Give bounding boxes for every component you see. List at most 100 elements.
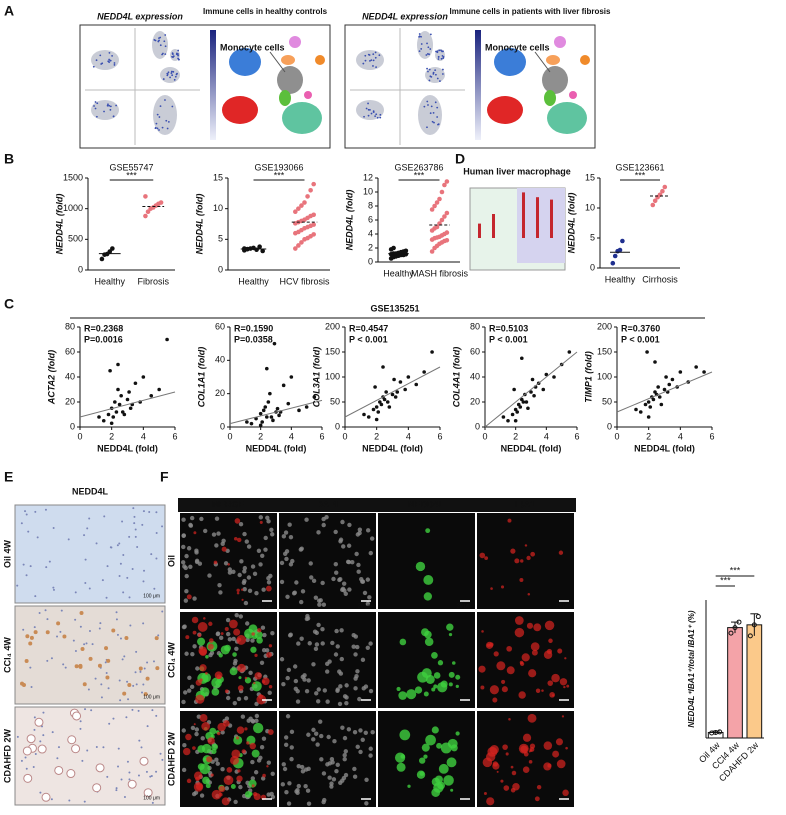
nucleus [67,538,70,541]
nucleus [260,625,266,630]
umap-cell [103,110,105,113]
nucleus [181,699,186,705]
nucleus [238,614,244,619]
umap-cell [167,120,170,123]
umap-cell [163,40,166,43]
point [382,397,387,402]
nucleus [115,618,118,621]
signal [259,520,263,524]
nucleus [108,722,111,725]
point [114,410,119,414]
signal [211,688,220,696]
signal [443,775,454,786]
signal [414,686,423,694]
nucleus [221,538,226,544]
umap-cell [362,62,365,65]
point [381,365,385,369]
point [127,390,131,394]
umap-cell [434,101,437,104]
nucleus [305,788,311,793]
significance: *** [730,565,741,575]
signal [199,763,211,775]
umap-cell [440,57,443,60]
signal [506,666,515,675]
x-tick-label: MASH fibrosis [411,268,469,278]
umap-cell [177,54,179,57]
nucleus [339,656,344,662]
y-tick-label: 80 [470,321,480,331]
umap-subtitle: Immune cells in patients with liver fibr… [450,7,611,16]
nucleus [332,738,337,744]
nucleus [57,746,60,749]
nucleus [22,628,25,631]
nucleus [286,667,292,673]
umap-cluster [282,102,322,134]
point [398,380,403,384]
stain [79,610,84,615]
nucleus [321,799,326,805]
nucleus [360,579,366,584]
nucleus [331,576,336,582]
umap-cluster [494,48,526,76]
signal [220,632,224,635]
umap-cell [164,34,167,36]
nucleus [194,727,200,732]
nucleus [120,778,123,781]
nucleus [321,602,327,607]
point [439,189,445,195]
nucleus [39,791,42,794]
point [667,382,672,387]
umap-cluster [315,55,325,65]
nucleus [186,546,192,551]
umap-cluster [153,95,177,135]
signal [197,633,202,637]
x-axis-label: NEDD4L (fold) [634,443,695,453]
y-tick-label: 50 [330,396,340,406]
point [529,390,533,394]
umap-cell [108,104,111,107]
umap-cell [426,53,429,55]
signal [232,652,237,657]
umap-cell [166,74,169,77]
nucleus [306,678,311,683]
nucleus [285,714,291,719]
umap-cell [364,54,367,57]
nucleus [289,756,294,762]
signal [565,746,568,750]
nucleus [116,633,119,636]
nucleus [368,746,373,751]
point [648,405,653,409]
signal [530,642,540,651]
nucleus [320,641,325,646]
nucleus [270,631,275,636]
y-axis-label: NEDD4L (fold) [344,190,354,251]
stain [139,756,149,766]
point [393,395,398,399]
umap-cell [156,113,159,116]
point [524,400,529,404]
signal [223,720,230,727]
signal [185,635,190,640]
nucleus [48,560,51,563]
nucleus [287,522,292,527]
nucleus [347,522,352,528]
nucleus [199,516,204,522]
nucleus [79,625,82,628]
signal [521,653,530,662]
signal [529,746,535,752]
nucleus [370,729,375,735]
annotation: P=0.0016 [84,334,123,344]
point [158,200,164,205]
callout-arrow [534,51,551,73]
nucleus [260,776,266,781]
signal [524,544,528,547]
x-tick-label: Healthy [94,276,125,286]
point [111,415,116,419]
y-tick-label: 100 [325,371,340,381]
nucleus [184,573,189,579]
trendline [79,391,176,418]
nucleus [325,699,330,704]
signal [486,797,495,806]
signal [510,548,516,554]
nucleus [123,796,126,799]
